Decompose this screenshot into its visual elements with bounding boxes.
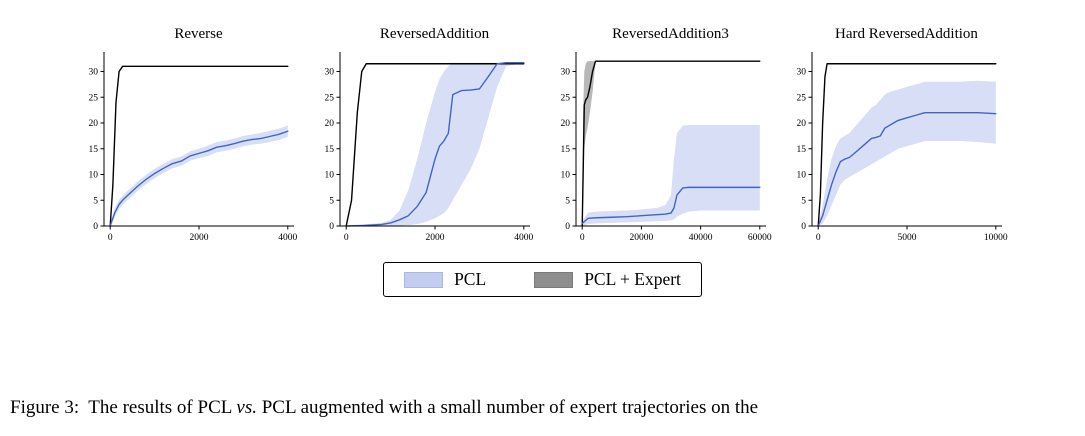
svg-text:25: 25 <box>560 93 570 103</box>
chart-title-reversed-addition: ReversedAddition <box>379 26 490 42</box>
figure-caption: Figure 3: The results of PCL vs. PCL aug… <box>10 341 1075 436</box>
svg-text:15: 15 <box>324 145 334 155</box>
svg-text:25: 25 <box>324 93 334 103</box>
caption-line-1: Figure 3: The results of PCL vs. PCL aug… <box>10 395 1075 422</box>
chart-panel-reversed-addition: ReversedAddition 0 5 10 15 20 25 30 0 2000 4000 <box>310 26 540 250</box>
svg-text:10: 10 <box>560 171 570 181</box>
svg-text:5: 5 <box>93 196 98 206</box>
svg-text:5: 5 <box>565 196 570 206</box>
svg-text:15: 15 <box>796 145 806 155</box>
chart-plot-reversed-addition3: 0 5 10 15 20 25 30 0 20000 40000 60000 <box>560 52 771 243</box>
chart-plot-hard-reversed-addition: 0 5 10 15 20 25 30 0 5000 10000 <box>796 52 1007 243</box>
caption-text-1: Figure 3: The results of PCL <box>10 396 237 418</box>
svg-text:0: 0 <box>343 233 348 243</box>
svg-text:30: 30 <box>324 68 334 78</box>
legend-swatch-pcl <box>404 271 444 288</box>
chart-plot-reversed-addition: 0 5 10 15 20 25 30 0 2000 4000 <box>324 52 533 243</box>
svg-text:30: 30 <box>560 68 570 78</box>
svg-text:20000: 20000 <box>629 233 653 243</box>
svg-text:0: 0 <box>329 222 334 232</box>
chart-panel-hard-reversed-addition: Hard ReversedAddition 0 5 10 15 20 25 30 0 5000 1… <box>782 26 1012 250</box>
svg-text:5000: 5000 <box>897 233 916 243</box>
svg-text:30: 30 <box>88 68 98 78</box>
svg-text:20: 20 <box>324 119 334 129</box>
svg-text:4000: 4000 <box>514 233 533 243</box>
svg-text:20: 20 <box>796 119 806 129</box>
svg-text:0: 0 <box>801 222 806 232</box>
chart-title-reversed-addition3: ReversedAddition3 <box>612 26 729 42</box>
svg-text:15: 15 <box>88 145 98 155</box>
svg-text:0: 0 <box>815 233 820 243</box>
svg-text:25: 25 <box>88 93 98 103</box>
svg-text:20: 20 <box>560 119 570 129</box>
svg-text:20: 20 <box>88 119 98 129</box>
legend-wrap: PCL PCL + Expert <box>0 262 1085 297</box>
chart-title-reverse: Reverse <box>174 26 223 42</box>
legend-label-pcl: PCL <box>454 269 487 289</box>
charts-row: Reverse 0 5 10 15 20 25 30 0 2000 4000 ReversedAd… <box>0 26 1085 250</box>
legend-swatch-pcl-expert <box>534 271 574 288</box>
legend-label-pcl-expert: PCL + Expert <box>584 269 681 289</box>
svg-text:5: 5 <box>801 196 806 206</box>
chart-plot-reverse: 0 5 10 15 20 25 30 0 2000 4000 <box>88 52 297 243</box>
svg-text:4000: 4000 <box>278 233 297 243</box>
svg-text:2000: 2000 <box>425 233 444 243</box>
svg-text:5: 5 <box>329 196 334 206</box>
svg-text:0: 0 <box>579 233 584 243</box>
caption-text-2: PCL augmented with a small number of exp… <box>256 396 759 418</box>
svg-text:10: 10 <box>324 171 334 181</box>
caption-vs: vs. <box>236 396 257 418</box>
chart-title-hard-reversed-addition: Hard ReversedAddition <box>835 26 978 42</box>
legend-item-pcl-expert: PCL + Expert <box>534 269 681 290</box>
svg-text:60000: 60000 <box>747 233 771 243</box>
legend-item-pcl: PCL <box>404 269 486 290</box>
svg-text:10: 10 <box>796 171 806 181</box>
svg-text:0: 0 <box>565 222 570 232</box>
chart-panel-reversed-addition3: ReversedAddition3 0 5 10 15 20 25 30 0 20000 4000… <box>546 26 776 250</box>
svg-text:25: 25 <box>796 93 806 103</box>
chart-panel-reverse: Reverse 0 5 10 15 20 25 30 0 2000 4000 <box>74 26 304 250</box>
svg-text:2000: 2000 <box>189 233 208 243</box>
svg-text:0: 0 <box>93 222 98 232</box>
svg-text:10: 10 <box>88 171 98 181</box>
svg-text:15: 15 <box>560 145 570 155</box>
svg-text:40000: 40000 <box>688 233 712 243</box>
svg-text:30: 30 <box>796 68 806 78</box>
legend: PCL PCL + Expert <box>383 262 702 297</box>
svg-text:0: 0 <box>107 233 112 243</box>
svg-text:10000: 10000 <box>983 233 1007 243</box>
